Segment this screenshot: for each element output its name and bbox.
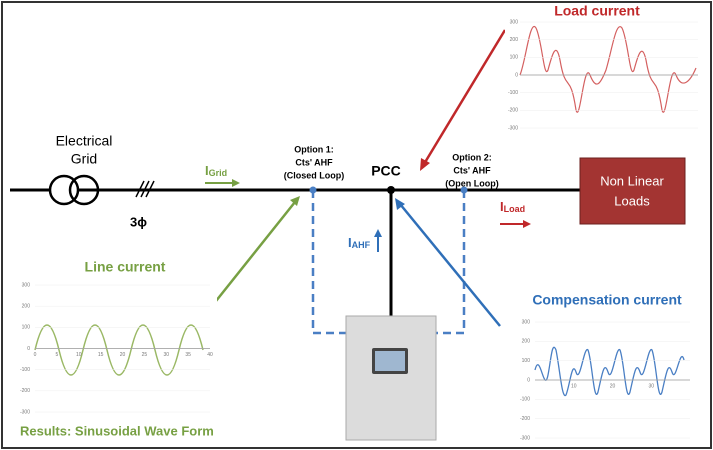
y-tick-label: 200 bbox=[22, 303, 31, 309]
grid-label: Electrical bbox=[56, 133, 113, 149]
three-phase-mark bbox=[135, 180, 155, 198]
y-tick-label: -300 bbox=[520, 435, 530, 441]
option2-label: Cts' AHF bbox=[453, 165, 491, 175]
chart-title: Load current bbox=[554, 3, 640, 19]
y-tick-label: -300 bbox=[508, 125, 518, 131]
y-tick-label: 0 bbox=[527, 377, 530, 383]
y-tick-label: 0 bbox=[27, 346, 30, 352]
chart-panel bbox=[12, 262, 217, 422]
y-tick-label: -200 bbox=[508, 108, 518, 114]
x-tick-label: 10 bbox=[76, 352, 82, 358]
arrow-head bbox=[232, 179, 240, 187]
y-tick-label: 300 bbox=[22, 282, 31, 288]
chart-title: Line current bbox=[85, 259, 166, 275]
y-tick-label: -100 bbox=[20, 367, 30, 373]
y-tick-label: -200 bbox=[520, 416, 530, 422]
device-screen bbox=[375, 351, 405, 371]
node bbox=[309, 186, 317, 194]
load-current-wave bbox=[519, 25, 697, 113]
option1-label: Option 1: bbox=[294, 144, 334, 154]
option1-label: (Closed Loop) bbox=[284, 170, 345, 180]
y-tick-label: 0 bbox=[515, 72, 518, 78]
y-tick-label: 100 bbox=[510, 55, 519, 61]
x-tick-label: 25 bbox=[142, 352, 148, 358]
y-tick-label: 200 bbox=[522, 339, 531, 345]
y-tick-label: -200 bbox=[20, 388, 30, 394]
y-tick-label: -100 bbox=[508, 90, 518, 96]
load-label: Loads bbox=[614, 193, 650, 208]
connection-loop bbox=[311, 190, 466, 335]
option2-label: Option 2: bbox=[452, 152, 492, 162]
y-tick-label: 300 bbox=[522, 319, 531, 325]
y-tick-label: -300 bbox=[20, 409, 30, 415]
ahf-device bbox=[345, 315, 437, 441]
x-tick-label: 35 bbox=[185, 352, 191, 358]
transformer-coil bbox=[68, 174, 100, 206]
x-tick-label: 10 bbox=[571, 383, 577, 389]
y-tick-label: 300 bbox=[510, 19, 519, 25]
x-tick-label: 40 bbox=[207, 352, 213, 358]
pointer-arrow bbox=[422, 29, 507, 165]
x-tick-label: 30 bbox=[648, 383, 654, 389]
load-label: Non Linear bbox=[600, 173, 664, 188]
x-tick-label: 20 bbox=[610, 383, 616, 389]
grid-current-label: IGrid bbox=[205, 163, 227, 178]
chart-title: Compensation current bbox=[532, 292, 682, 308]
x-tick-label: 5 bbox=[55, 352, 58, 358]
pcc-label: PCC bbox=[371, 163, 401, 179]
y-tick-label: 100 bbox=[22, 325, 31, 331]
x-tick-label: 30 bbox=[163, 352, 169, 358]
y-tick-label: -100 bbox=[520, 397, 530, 403]
line-current-wave bbox=[34, 324, 204, 376]
x-tick-label: 15 bbox=[98, 352, 104, 358]
node bbox=[387, 186, 395, 194]
load-current-label: ILoad bbox=[500, 199, 525, 214]
results-label: Results: Sinusoidal Wave Form bbox=[20, 423, 214, 438]
option1-label: Cts' AHF bbox=[295, 157, 333, 167]
pointer-arrow bbox=[399, 203, 501, 327]
arrow-head bbox=[420, 158, 430, 171]
x-tick-label: 0 bbox=[34, 352, 37, 358]
load-box bbox=[579, 157, 686, 225]
pointer-arrow bbox=[211, 201, 296, 307]
arrow-head bbox=[374, 229, 382, 237]
arrow-head bbox=[290, 196, 300, 206]
arrow-head bbox=[395, 198, 405, 210]
grid-label: Grid bbox=[71, 151, 97, 167]
arrow-head bbox=[523, 220, 531, 228]
option2-label: (Open Loop) bbox=[445, 178, 499, 188]
x-tick-label: 20 bbox=[120, 352, 126, 358]
node bbox=[460, 186, 468, 194]
phase-label: 3ϕ bbox=[130, 214, 147, 229]
y-tick-label: 100 bbox=[522, 358, 531, 364]
ahf-current-label: IAHF bbox=[348, 235, 371, 250]
chart-panel bbox=[508, 304, 704, 444]
y-tick-label: 200 bbox=[510, 37, 519, 43]
